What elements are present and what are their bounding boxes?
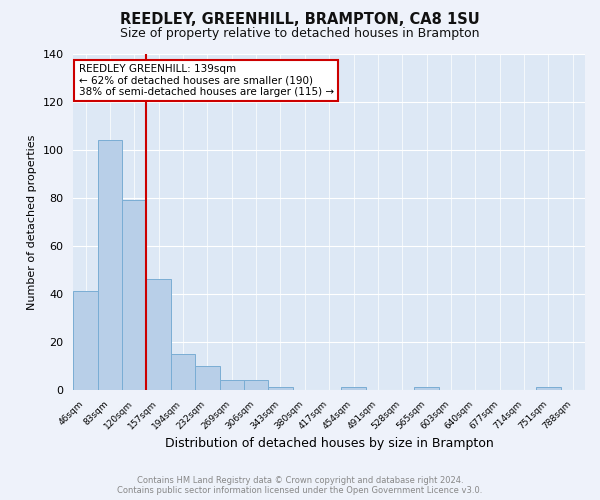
- Bar: [415, 387, 439, 390]
- Bar: [98, 140, 122, 390]
- Bar: [73, 292, 98, 390]
- Y-axis label: Number of detached properties: Number of detached properties: [27, 134, 37, 310]
- Bar: [220, 380, 244, 390]
- X-axis label: Distribution of detached houses by size in Brampton: Distribution of detached houses by size …: [165, 437, 494, 450]
- Text: Contains HM Land Registry data © Crown copyright and database right 2024.
Contai: Contains HM Land Registry data © Crown c…: [118, 476, 482, 495]
- Text: REEDLEY GREENHILL: 139sqm
← 62% of detached houses are smaller (190)
38% of semi: REEDLEY GREENHILL: 139sqm ← 62% of detac…: [79, 64, 334, 98]
- Bar: [122, 200, 146, 390]
- Bar: [268, 387, 293, 390]
- Bar: [195, 366, 220, 390]
- Bar: [146, 280, 171, 390]
- Text: Size of property relative to detached houses in Brampton: Size of property relative to detached ho…: [120, 28, 480, 40]
- Text: REEDLEY, GREENHILL, BRAMPTON, CA8 1SU: REEDLEY, GREENHILL, BRAMPTON, CA8 1SU: [120, 12, 480, 28]
- Bar: [341, 387, 366, 390]
- Bar: [536, 387, 560, 390]
- Bar: [171, 354, 195, 390]
- Bar: [244, 380, 268, 390]
